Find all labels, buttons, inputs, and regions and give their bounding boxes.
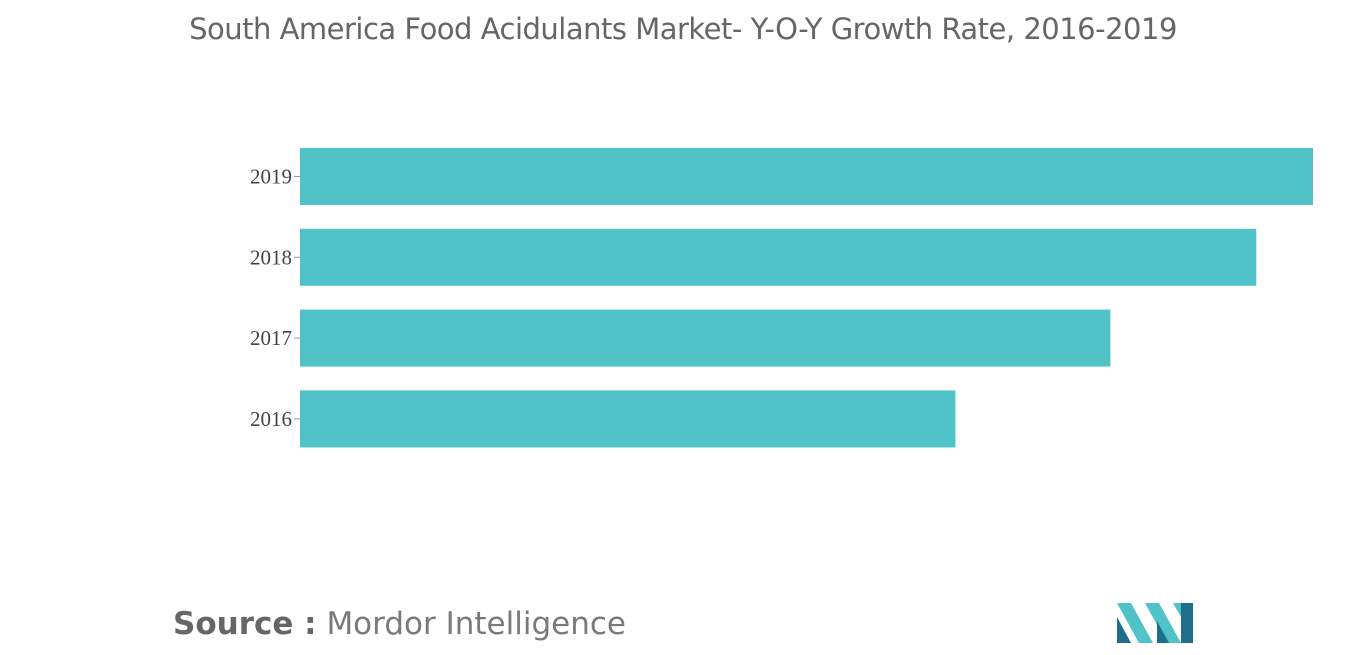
source-note: Source : Mordor Intelligence xyxy=(173,606,626,642)
chart-title: South America Food Acidulants Market- Y-… xyxy=(189,12,1177,46)
source-label: Source : xyxy=(173,606,317,642)
source-value: Mordor Intelligence xyxy=(326,606,626,642)
y-tick-label: 2018 xyxy=(250,245,292,269)
y-tick-label: 2017 xyxy=(250,326,292,350)
y-tick-label: 2019 xyxy=(250,165,292,189)
bar-2019 xyxy=(300,148,1313,205)
y-tick-label: 2016 xyxy=(250,407,292,431)
bar-2017 xyxy=(300,309,1111,367)
bar-2018 xyxy=(300,228,1257,286)
mordor-intelligence-logo-icon xyxy=(1117,603,1193,643)
bar-2016 xyxy=(300,390,956,448)
